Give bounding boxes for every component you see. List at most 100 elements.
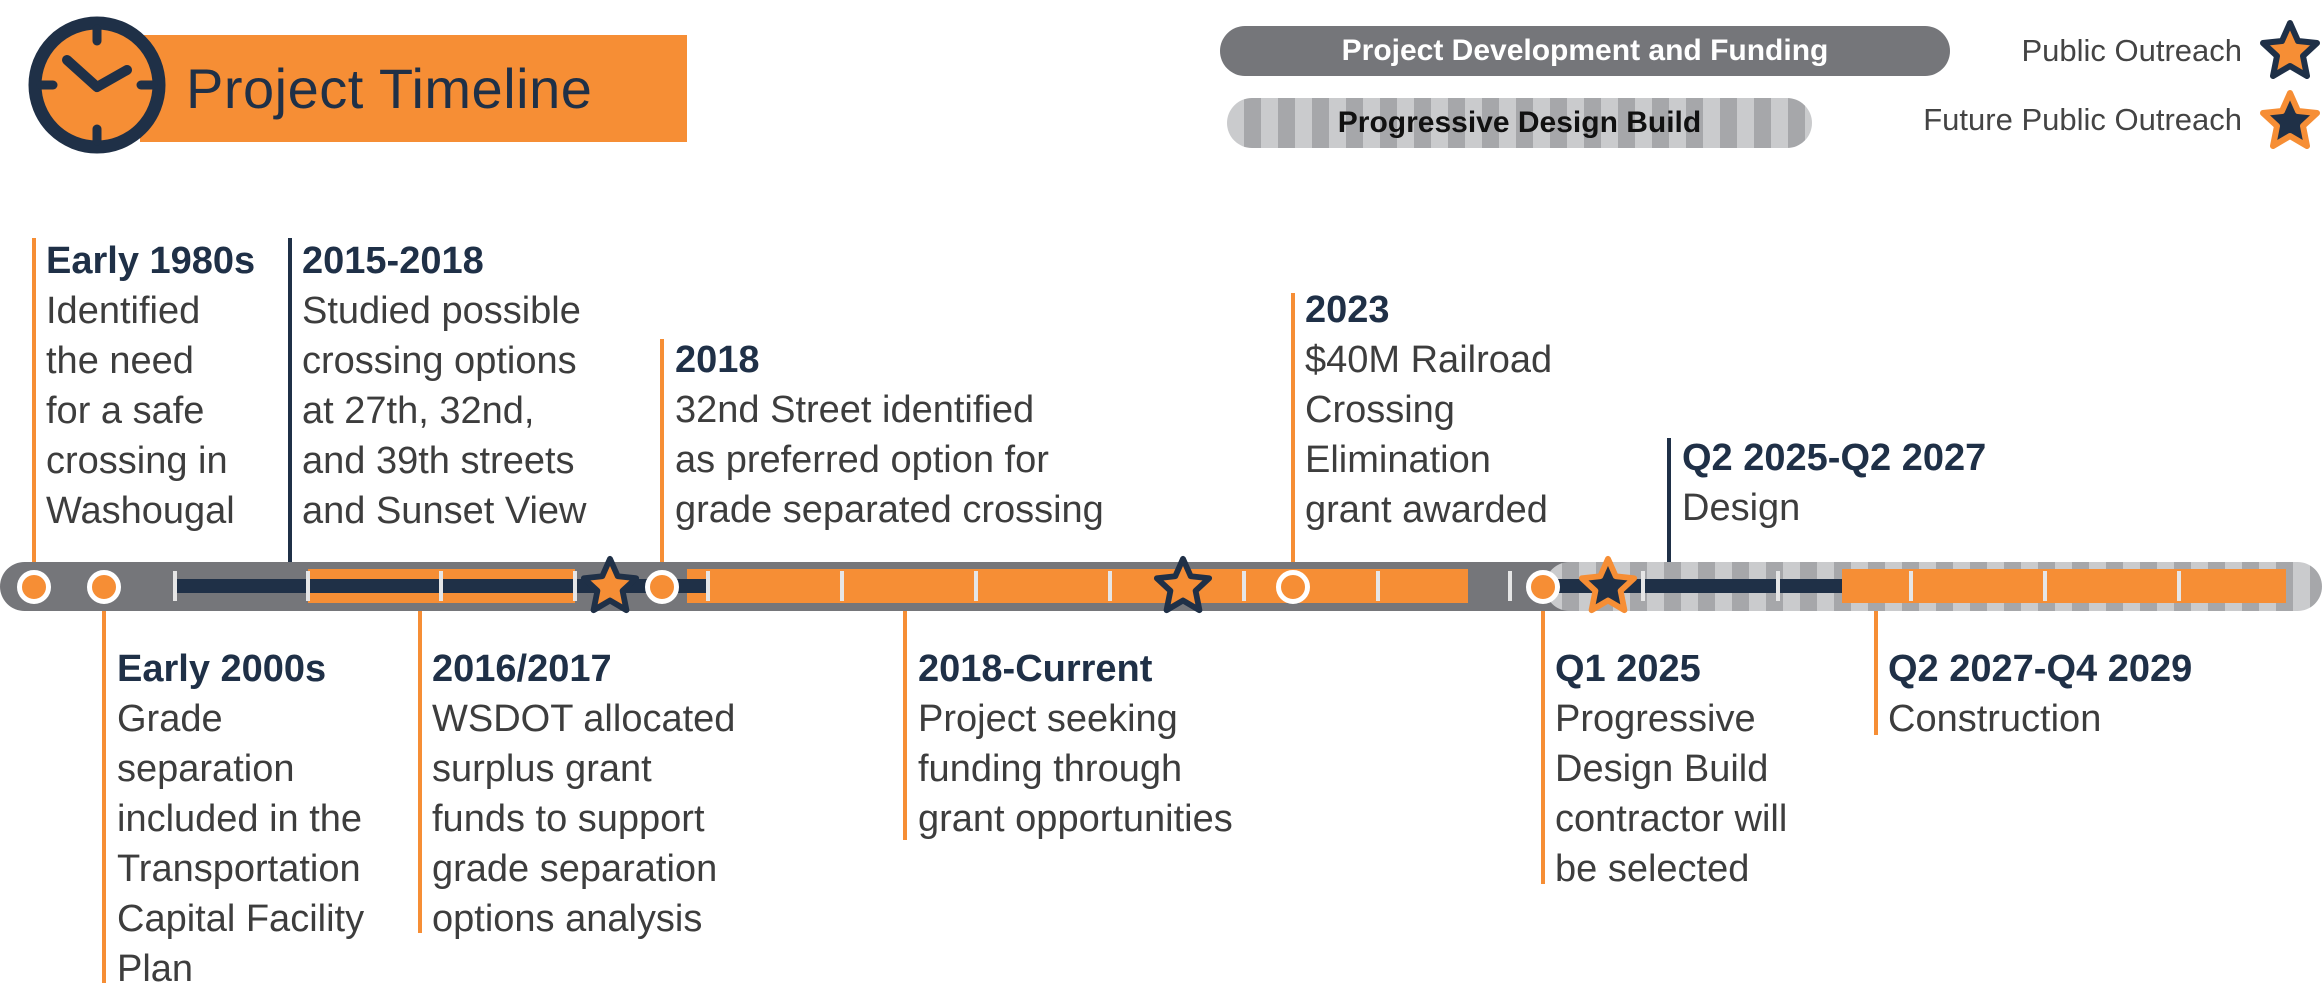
- event-2018: 2018 32nd Street identified as preferred…: [675, 335, 1104, 535]
- connector-2015-2018: [288, 238, 292, 583]
- event-line: and Sunset View: [302, 490, 587, 532]
- timeline-orange-segment-2: [687, 569, 1468, 603]
- timeline-orange-segment-3: [1842, 569, 2286, 603]
- tick-mark: [306, 571, 310, 601]
- event-line: options analysis: [432, 898, 703, 940]
- event-line: Construction: [1888, 698, 2102, 740]
- tick-mark: [1242, 571, 1246, 601]
- future-public-outreach-star-icon: [2260, 90, 2320, 149]
- event-q2-2027-q4-2029: Q2 2027-Q4 2029 Construction: [1888, 644, 2192, 744]
- event-line: contractor will: [1555, 798, 1788, 840]
- tick-mark: [1108, 571, 1112, 601]
- connector-q2-2027: [1874, 600, 1878, 735]
- event-line: included in the: [117, 798, 363, 840]
- legend-public-outreach-label: Public Outreach: [2021, 33, 2242, 68]
- page-title: Project Timeline: [186, 57, 593, 120]
- event-title: 2023: [1305, 289, 1390, 331]
- event-line: Elimination: [1305, 439, 1491, 481]
- legend-future-public-outreach-label: Future Public Outreach: [1923, 102, 2242, 137]
- public-outreach-star-icon: [2260, 20, 2320, 79]
- event-line: Washougal: [46, 490, 235, 532]
- event-title: 2015-2018: [302, 240, 484, 282]
- legend-progressive-design-build: Progressive Design Build: [1227, 98, 1812, 148]
- tick-mark: [1641, 571, 1645, 601]
- tick-mark: [1776, 571, 1780, 601]
- event-line: and 39th streets: [302, 440, 575, 482]
- event-line: crossing in: [46, 440, 228, 482]
- event-title: 2018: [675, 339, 760, 381]
- event-2023: 2023 $40M Railroad Crossing Elimination …: [1305, 285, 1552, 535]
- tick-mark: [1376, 571, 1380, 601]
- event-line: Studied possible: [302, 290, 581, 332]
- event-title: 2016/2017: [432, 648, 612, 690]
- connector-q2-2025: [1667, 438, 1671, 583]
- event-line: grade separation: [432, 848, 718, 890]
- event-2015-2018: 2015-2018 Studied possible crossing opti…: [302, 236, 587, 536]
- event-line: crossing options: [302, 340, 577, 382]
- event-line: the need: [46, 340, 194, 382]
- event-line: at 27th, 32nd,: [302, 390, 535, 432]
- tick-mark: [1508, 571, 1512, 601]
- legend-progressive-design-build-label: Progressive Design Build: [1337, 106, 1702, 139]
- event-line: grant opportunities: [918, 798, 1233, 840]
- title-banner: [140, 35, 687, 142]
- future-public-outreach-star-icon: [1578, 555, 1638, 614]
- tick-mark: [2177, 571, 2181, 601]
- event-early-1980s: Early 1980s Identified the need for a sa…: [46, 236, 255, 536]
- event-line: surplus grant: [432, 748, 652, 790]
- event-title: Early 2000s: [117, 648, 327, 690]
- marker-early-1980s: [17, 570, 51, 604]
- event-title: 2018-Current: [918, 648, 1153, 690]
- event-title: Early 1980s: [46, 240, 256, 282]
- marker-early-2000s: [87, 570, 121, 604]
- connector-2016-2017: [418, 600, 422, 933]
- event-line: Project seeking: [918, 698, 1178, 740]
- event-q2-2025-q2-2027: Q2 2025-Q2 2027 Design: [1682, 433, 1986, 533]
- event-title: Q2 2027-Q4 2029: [1888, 648, 2193, 690]
- event-line: 32nd Street identified: [675, 389, 1035, 431]
- event-line: separation: [117, 748, 295, 790]
- event-line: Design: [1682, 487, 1801, 529]
- event-line: Grade: [117, 698, 223, 740]
- event-line: grade separated crossing: [675, 489, 1104, 531]
- event-line: grant awarded: [1305, 489, 1548, 531]
- connector-early-2000s: [102, 600, 106, 983]
- public-outreach-star-icon: [580, 555, 640, 614]
- public-outreach-star-icon: [1153, 555, 1213, 614]
- event-2016-2017: 2016/2017 WSDOT allocated surplus grant …: [432, 644, 735, 944]
- event-line: as preferred option for: [675, 439, 1049, 481]
- tick-mark: [706, 571, 710, 601]
- marker-q1-2025: [1526, 570, 1560, 604]
- tick-mark: [840, 571, 844, 601]
- event-line: $40M Railroad: [1305, 339, 1553, 381]
- event-line: WSDOT allocated: [432, 698, 736, 740]
- legend-development-funding-label: Project Development and Funding: [1341, 34, 1829, 67]
- event-early-2000s: Early 2000s Grade separation included in…: [117, 644, 364, 994]
- event-line: be selected: [1555, 848, 1750, 890]
- event-q1-2025: Q1 2025 Progressive Design Build contrac…: [1555, 644, 1787, 894]
- marker-2023: [1276, 570, 1310, 604]
- event-line: funds to support: [432, 798, 705, 840]
- connector-2018: [660, 339, 664, 569]
- event-line: Crossing: [1305, 389, 1455, 431]
- event-line: Capital Facility: [117, 898, 365, 940]
- event-line: Progressive: [1555, 698, 1756, 740]
- timeline-navy-stub: [675, 579, 707, 593]
- event-line: for a safe: [46, 390, 205, 432]
- connector-2023: [1291, 293, 1295, 569]
- tick-mark: [1909, 571, 1913, 601]
- tick-mark: [573, 571, 577, 601]
- connector-early-1980s: [32, 238, 36, 568]
- tick-mark: [173, 571, 177, 601]
- event-line: Plan: [117, 948, 194, 990]
- tick-mark: [439, 571, 443, 601]
- connector-2018-current: [903, 600, 907, 840]
- event-line: funding through: [918, 748, 1183, 790]
- legend-development-funding: Project Development and Funding: [1220, 26, 1950, 76]
- clock-icon: [28, 16, 166, 154]
- event-line: Design Build: [1555, 748, 1769, 790]
- tick-mark: [974, 571, 978, 601]
- marker-2018: [645, 570, 679, 604]
- tick-mark: [2043, 571, 2047, 601]
- event-line: Identified: [46, 290, 201, 332]
